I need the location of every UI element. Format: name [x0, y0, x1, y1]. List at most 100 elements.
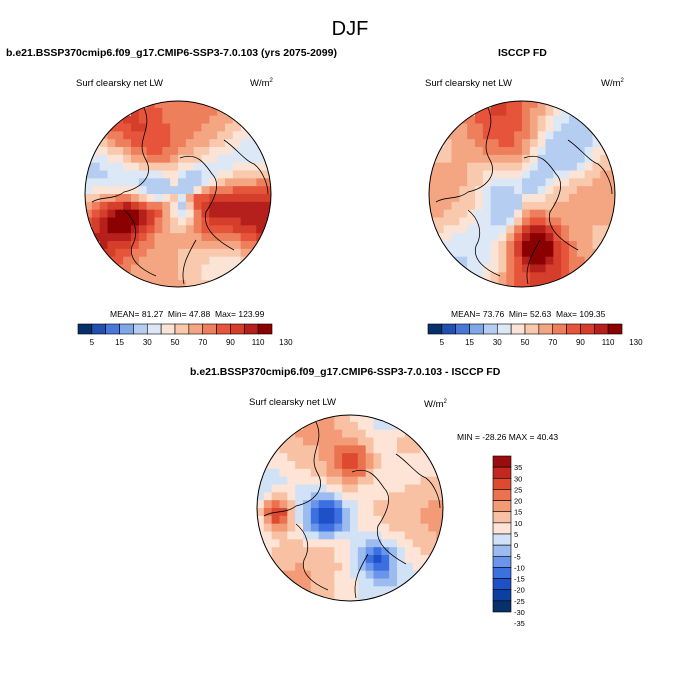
map-cell [350, 421, 359, 431]
map-cell [608, 162, 615, 172]
map-cell [522, 131, 531, 140]
map-cell [326, 570, 335, 580]
map-cell [553, 147, 562, 156]
map-cell [162, 123, 171, 132]
map-cell [170, 186, 179, 195]
map-cell [561, 194, 570, 203]
map-cell [131, 201, 140, 211]
map-cell [490, 209, 500, 219]
map-cell [170, 256, 179, 266]
map-cell [138, 201, 148, 211]
map-cell [232, 209, 242, 219]
map-cell [107, 123, 116, 132]
map-cell [397, 515, 406, 525]
map-cell [326, 445, 335, 454]
map-cell [107, 201, 116, 211]
map-cell [397, 500, 406, 509]
map-cell [225, 209, 234, 219]
map-cell [576, 217, 586, 226]
map-cell [451, 131, 460, 140]
map-cell [576, 139, 586, 148]
map-cell [350, 415, 359, 423]
map-cell [373, 539, 382, 548]
map-cell [217, 194, 226, 203]
map-cell [482, 217, 492, 226]
colorbar-tick-label: 15 [115, 338, 124, 347]
map-cell [209, 131, 218, 140]
map-cell [435, 162, 445, 172]
map-cell [91, 225, 101, 234]
map-cell [397, 476, 406, 486]
map-cell [170, 241, 179, 250]
map-cell [443, 233, 453, 242]
map-cell [490, 201, 500, 211]
map-cell [498, 233, 507, 242]
map-cell [467, 147, 476, 156]
map-cell [334, 453, 343, 462]
map-cell [592, 201, 601, 211]
map-cell [318, 586, 328, 595]
map-cell [146, 154, 156, 164]
map-cell [185, 186, 195, 195]
map-cell [569, 194, 578, 203]
map-cell [257, 523, 265, 533]
map-cell [498, 201, 507, 211]
map-cell [397, 570, 406, 580]
map-cell [310, 586, 320, 595]
map-cell [576, 209, 586, 219]
map-cell [506, 162, 515, 172]
map-cell [225, 241, 234, 250]
map-cell [240, 201, 250, 211]
panel2-units: W/m2 [601, 78, 624, 90]
map-cell [365, 531, 375, 540]
map-cell [545, 256, 554, 266]
map-cell [608, 201, 615, 211]
map-cell [217, 170, 226, 179]
map-cell [443, 154, 453, 164]
map-cell [146, 280, 156, 287]
map-cell [193, 217, 203, 226]
map-cell [185, 194, 195, 203]
map-cell [365, 594, 375, 601]
map-cell [514, 256, 523, 266]
map-cell [271, 547, 281, 556]
map-cell [342, 515, 351, 525]
map-cell [365, 415, 375, 423]
map-cell [257, 484, 265, 493]
map-cell [232, 256, 242, 266]
map-cell [545, 107, 554, 117]
map-cell [217, 233, 226, 242]
map-cell [146, 209, 156, 219]
map-cell [514, 123, 523, 132]
map-cell [154, 194, 163, 203]
map-cell [138, 186, 148, 195]
map-cell [123, 194, 132, 203]
map-cell [459, 209, 468, 219]
map-cell [435, 201, 445, 211]
map-cell [209, 217, 218, 226]
map-cell [545, 233, 554, 242]
map-cell [271, 500, 281, 509]
map-cell [201, 162, 210, 172]
colorbar-box [607, 323, 623, 335]
map-cell [429, 186, 437, 195]
map-cell [428, 476, 437, 486]
map-cell [334, 461, 343, 470]
map-cell [303, 531, 312, 540]
map-cell [115, 147, 124, 156]
map-cell [185, 280, 195, 287]
map-cell [443, 217, 453, 226]
map-cell [435, 147, 445, 156]
map-cell [506, 147, 515, 156]
map-cell [178, 123, 187, 132]
map-cell [459, 233, 468, 242]
map-cell [225, 139, 234, 148]
map-cell [553, 154, 562, 164]
map-cell [514, 272, 523, 281]
map-cell [170, 225, 179, 234]
map-cell [248, 186, 257, 195]
map-cell [490, 194, 500, 203]
map-cell [146, 139, 156, 148]
map-cell [420, 461, 429, 470]
map-cell [490, 241, 500, 250]
